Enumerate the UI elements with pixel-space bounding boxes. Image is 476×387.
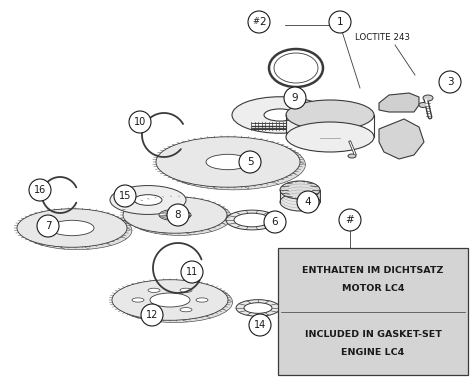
Text: 4: 4 [305, 197, 311, 207]
Text: 7: 7 [45, 221, 51, 231]
Ellipse shape [22, 211, 132, 250]
Text: #: # [346, 215, 354, 225]
Text: MOTOR LC4: MOTOR LC4 [342, 284, 404, 293]
Text: 11: 11 [186, 267, 198, 277]
Circle shape [29, 179, 51, 201]
Polygon shape [379, 119, 424, 159]
Text: 10: 10 [134, 117, 146, 127]
Ellipse shape [226, 210, 278, 230]
Text: 1: 1 [337, 17, 343, 27]
Ellipse shape [234, 213, 270, 227]
Ellipse shape [134, 195, 162, 205]
Circle shape [264, 211, 286, 233]
Ellipse shape [156, 137, 300, 187]
Ellipse shape [280, 181, 320, 199]
Ellipse shape [161, 139, 306, 190]
FancyBboxPatch shape [278, 248, 468, 375]
Text: 3: 3 [446, 77, 453, 87]
Circle shape [439, 71, 461, 93]
Circle shape [167, 204, 189, 226]
Text: 8: 8 [175, 210, 181, 220]
Ellipse shape [180, 308, 192, 312]
Ellipse shape [123, 197, 227, 233]
Ellipse shape [244, 303, 272, 313]
Ellipse shape [148, 288, 160, 293]
Ellipse shape [206, 154, 250, 170]
Text: 5: 5 [247, 157, 253, 167]
Ellipse shape [148, 308, 160, 312]
Ellipse shape [196, 298, 208, 302]
Text: 9: 9 [292, 93, 298, 103]
Ellipse shape [112, 280, 228, 320]
Text: #: # [253, 17, 260, 26]
Text: 6: 6 [272, 217, 278, 227]
Text: 16: 16 [34, 185, 46, 195]
Ellipse shape [348, 154, 356, 158]
Ellipse shape [264, 109, 296, 121]
Ellipse shape [50, 220, 94, 236]
Text: 2: 2 [259, 17, 266, 27]
Circle shape [297, 191, 319, 213]
Circle shape [114, 185, 136, 207]
Ellipse shape [286, 100, 374, 130]
Circle shape [141, 304, 163, 326]
Ellipse shape [159, 209, 191, 221]
Ellipse shape [17, 209, 127, 247]
Circle shape [181, 261, 203, 283]
Ellipse shape [286, 122, 374, 152]
Ellipse shape [110, 185, 186, 214]
Ellipse shape [128, 199, 231, 235]
Text: 12: 12 [146, 310, 158, 320]
Text: INCLUDED IN GASKET-SET: INCLUDED IN GASKET-SET [305, 330, 441, 339]
Ellipse shape [132, 298, 144, 302]
Ellipse shape [419, 103, 427, 108]
Ellipse shape [180, 288, 192, 293]
Circle shape [248, 11, 270, 33]
Ellipse shape [280, 193, 320, 211]
Ellipse shape [117, 282, 232, 322]
Text: 15: 15 [119, 191, 131, 201]
Ellipse shape [423, 95, 433, 101]
Ellipse shape [236, 300, 280, 316]
Circle shape [284, 87, 306, 109]
Circle shape [37, 215, 59, 237]
Text: LOCTITE 243: LOCTITE 243 [355, 34, 410, 43]
Circle shape [339, 209, 361, 231]
Circle shape [129, 111, 151, 133]
Circle shape [329, 11, 351, 33]
Circle shape [239, 151, 261, 173]
Text: 14: 14 [254, 320, 266, 330]
Circle shape [249, 314, 271, 336]
Text: ENGINE LC4: ENGINE LC4 [341, 348, 405, 357]
Polygon shape [379, 93, 419, 112]
Ellipse shape [232, 97, 328, 133]
Ellipse shape [150, 293, 190, 307]
Text: ENTHALTEN IM DICHTSATZ: ENTHALTEN IM DICHTSATZ [302, 266, 444, 276]
